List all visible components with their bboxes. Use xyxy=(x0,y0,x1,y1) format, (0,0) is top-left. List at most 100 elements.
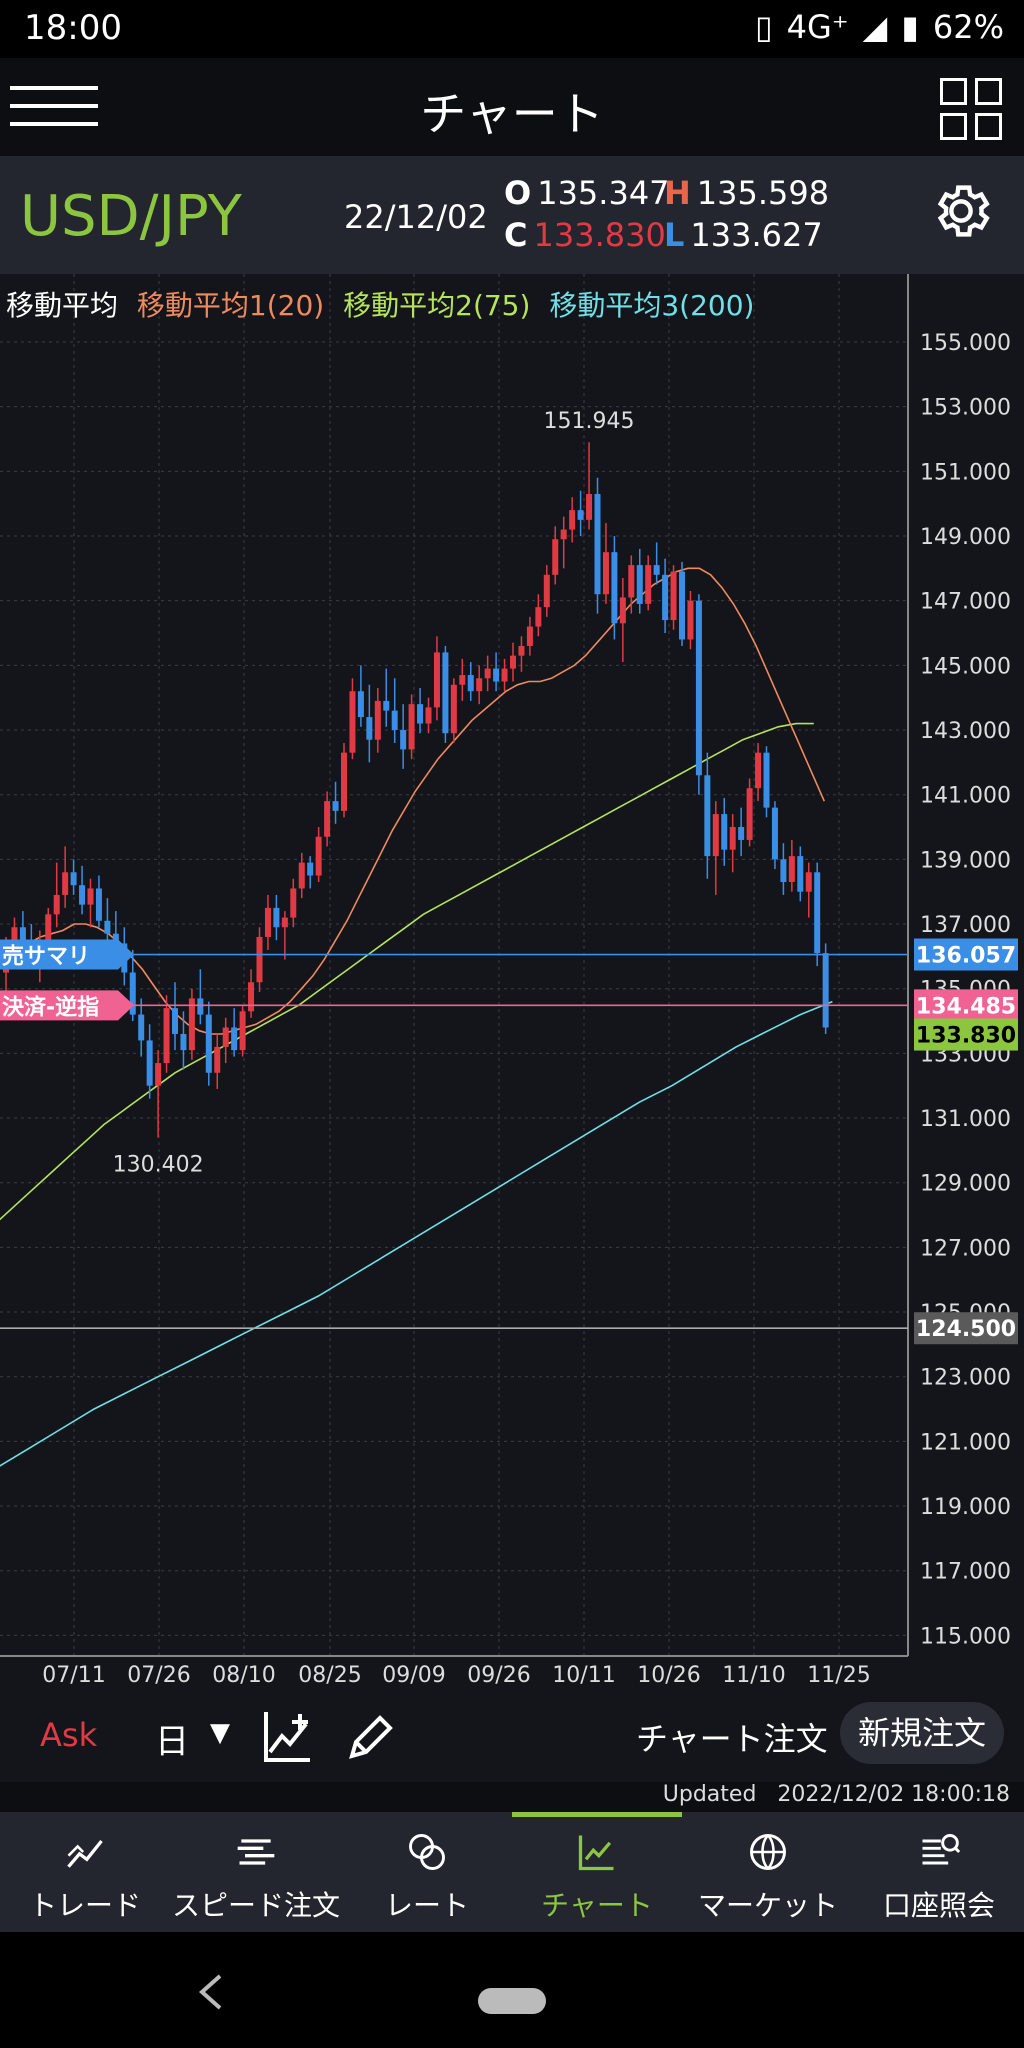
y-tick-label: 145.000 xyxy=(920,654,1011,679)
currency-pair[interactable]: USD/JPY xyxy=(20,184,242,249)
x-tick-label: 09/26 xyxy=(467,1663,530,1688)
close-price: C 133.830 xyxy=(504,216,666,254)
rate-icon xyxy=(409,1834,445,1870)
x-tick-label: 11/10 xyxy=(722,1663,785,1688)
indicator-add-icon[interactable] xyxy=(262,1708,314,1764)
candle-body xyxy=(797,856,804,892)
nav-active-indicator xyxy=(512,1812,682,1817)
dropdown-arrow-icon[interactable]: ▼ xyxy=(210,1718,230,1748)
candle-body xyxy=(324,801,331,837)
ma3-line xyxy=(0,1000,833,1467)
candle-body xyxy=(721,814,728,850)
ma2-line xyxy=(0,722,814,1221)
candle-body xyxy=(788,856,795,882)
nav-trade[interactable]: トレード xyxy=(0,1812,170,1932)
nav-speed-order[interactable]: スピード注文 xyxy=(171,1812,341,1932)
high-label: H xyxy=(664,174,691,212)
low-label: L xyxy=(664,216,685,254)
candle-body xyxy=(163,1008,170,1064)
nav-chart[interactable]: チャート xyxy=(512,1812,682,1932)
candle-body xyxy=(636,565,643,604)
nav-market[interactable]: マーケット xyxy=(683,1812,853,1932)
new-order-button[interactable]: 新規注文 xyxy=(840,1702,1004,1764)
candle-body xyxy=(357,691,364,718)
chart-toolbar: Ask 日 ▼ チャート注文 新規注文 xyxy=(0,1692,1024,1782)
candle-body xyxy=(19,927,26,941)
candlestick-chart[interactable]: 155.000 153.000 151.000 149.000 147.000 145.0… xyxy=(0,274,1024,1692)
candle-body xyxy=(298,862,305,889)
back-icon[interactable] xyxy=(196,1972,226,2012)
candle-body xyxy=(780,859,787,882)
candle-body xyxy=(755,752,762,789)
globe-icon xyxy=(750,1834,786,1870)
x-tick-label: 10/26 xyxy=(637,1663,700,1688)
y-tick-label: 141.000 xyxy=(920,784,1011,809)
home-pill[interactable] xyxy=(478,1988,546,2014)
gear-icon[interactable] xyxy=(928,178,994,244)
stop-value-tag-bg xyxy=(914,989,1018,1022)
candle-body xyxy=(543,574,550,608)
candle-body xyxy=(425,707,432,724)
updated-datetime: 2022/12/02 18:00:18 xyxy=(777,1782,1010,1807)
candle-body xyxy=(814,872,821,954)
high-price: H 135.598 xyxy=(664,174,830,212)
candle-body xyxy=(645,565,652,604)
candle-body xyxy=(586,493,593,520)
candle-body xyxy=(687,600,694,640)
candle-body xyxy=(459,675,466,685)
hamburger-menu-icon[interactable] xyxy=(10,86,98,130)
candle-body xyxy=(315,836,322,876)
candle-body xyxy=(205,1014,212,1073)
battery-level: 62% xyxy=(932,8,1004,46)
candle-body xyxy=(501,668,508,682)
candle-body xyxy=(433,652,440,708)
nav-account[interactable]: 口座照会 xyxy=(854,1812,1024,1932)
x-tick-label: 09/09 xyxy=(382,1663,445,1688)
candle-body xyxy=(281,917,288,928)
candle-body xyxy=(172,1008,178,1034)
candle-body xyxy=(484,668,491,679)
period-select[interactable]: 日 xyxy=(155,1722,189,1762)
candle-body xyxy=(552,539,559,575)
stop-tag: 決済-逆指 xyxy=(2,994,99,1020)
candle-body xyxy=(670,571,677,621)
y-tick-label: 139.000 xyxy=(920,848,1011,873)
status-bar: 18:00 ▯ 4G⁺ ◢ ▮ 62% xyxy=(0,0,1024,58)
network-label: 4G⁺ xyxy=(786,8,849,46)
candle-body xyxy=(146,1040,153,1086)
nav-rate[interactable]: レート xyxy=(342,1812,512,1932)
candle-body xyxy=(95,888,102,921)
candle-body xyxy=(112,933,119,944)
quote-date: 22/12/02 xyxy=(344,198,488,236)
ma-legend-title: 移動平均 xyxy=(6,289,119,322)
trade-icon xyxy=(67,1839,103,1868)
pencil-icon[interactable] xyxy=(344,1708,396,1764)
stop-tag-bg xyxy=(0,990,134,1021)
candle-body xyxy=(653,565,660,575)
candle-body xyxy=(256,936,263,983)
vibrate-icon: ▯ xyxy=(755,8,773,46)
y-tick-label: 121.000 xyxy=(920,1430,1011,1455)
ask-toggle[interactable]: Ask xyxy=(40,1716,98,1754)
candle-body xyxy=(11,927,18,950)
candle-body xyxy=(712,814,719,857)
chart-area[interactable]: 155.000 153.000 151.000 149.000 147.000 145.0… xyxy=(0,274,1024,1692)
status-time: 18:00 xyxy=(24,8,122,48)
low-price: L 133.627 xyxy=(664,216,823,254)
grid-view-icon[interactable] xyxy=(940,78,1002,140)
candle-body xyxy=(180,1033,187,1051)
ma1-line xyxy=(5,567,826,1035)
chart-order-button[interactable]: チャート注文 xyxy=(636,1720,828,1758)
candle-body xyxy=(442,652,449,734)
candle-body xyxy=(560,529,567,540)
updated-text: Updated 2022/12/02 18:00:18 xyxy=(663,1782,1010,1807)
candle-body xyxy=(738,827,745,840)
app-header: チャート xyxy=(0,58,1024,156)
high-annotation: 151.945 xyxy=(544,409,635,434)
candle-body xyxy=(408,704,415,750)
y-tick-label: 129.000 xyxy=(920,1172,1011,1197)
candle-body xyxy=(518,645,525,656)
position-value-tag: 136.057 xyxy=(916,944,1016,969)
candle-body xyxy=(290,888,297,918)
ma-legend: 移動平均 移動平均1(20) 移動平均2(75) 移動平均3(200) xyxy=(6,284,764,324)
